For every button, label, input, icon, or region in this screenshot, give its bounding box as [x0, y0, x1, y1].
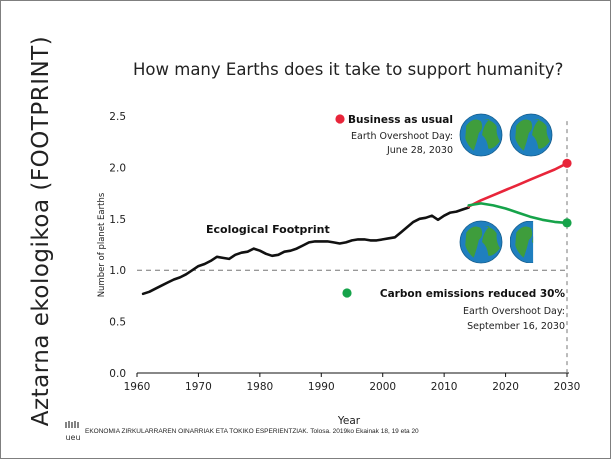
earth-icon: [510, 221, 534, 263]
ueu-logo: ueu: [65, 421, 81, 442]
earth-icon: [459, 113, 503, 157]
carbon-line: [467, 202, 569, 225]
footer-text: EKONOMIA ZIRKULARRAREN OINARRIAK ETA TOK…: [85, 428, 419, 435]
earth-land: [515, 226, 533, 258]
earth-land: [482, 119, 500, 149]
earth-land: [465, 119, 483, 151]
y-tick-label: 2.0: [109, 162, 126, 174]
x-tick-label: 2030: [554, 381, 581, 393]
series-lines: [141, 158, 572, 296]
y-tick-label: 0.5: [109, 317, 126, 329]
earth-icon: [509, 113, 553, 157]
earth-land: [515, 119, 533, 151]
carbon-title: Carbon emissions reduced 30%: [380, 288, 566, 300]
chart-title: How many Earths does it take to support …: [133, 60, 563, 79]
y-tick-label: 0.0: [109, 368, 126, 380]
x-tick-label: 2020: [492, 381, 519, 393]
footprint-line: [141, 206, 471, 296]
x-tick-label: 1970: [185, 381, 212, 393]
business-endpoint: [562, 158, 572, 168]
business-dot-icon: [335, 114, 345, 124]
y-tick-label: 1.0: [109, 265, 126, 277]
earth-icon: [459, 220, 503, 264]
carbon-line1: Earth Overshoot Day:: [463, 306, 565, 317]
ylabel: Number of planet Earths: [97, 192, 107, 297]
y-tick-label: 2.5: [109, 111, 126, 123]
carbon-line2: September 16, 2030: [467, 321, 565, 332]
carbon-dot-icon: [342, 288, 352, 298]
axes: 1960 1970 1980 1990 2000 2010 2020 2030 0.0 0.5 1.…: [109, 111, 580, 393]
bau-title: Business as usual: [348, 114, 453, 126]
x-tick-label: 1960: [124, 381, 151, 393]
earth-land: [465, 226, 483, 258]
bau-line2: June 28, 2030: [386, 145, 453, 156]
xlabel: Year: [337, 415, 361, 427]
earth-icons: [459, 113, 553, 264]
earth-outline: [459, 220, 503, 264]
earth-land: [532, 226, 534, 243]
earth-outline: [509, 113, 553, 157]
y-tick-label: 1.5: [109, 214, 126, 226]
logo-text: ueu: [65, 433, 80, 442]
footprint-label: Ecological Footprint: [206, 223, 330, 236]
earth-land: [482, 226, 500, 256]
business-line: [467, 162, 569, 208]
carbon-endpoint: [562, 218, 572, 228]
x-tick-label: 2010: [431, 381, 458, 393]
earth-outline: [459, 113, 503, 157]
x-tick-label: 2000: [369, 381, 396, 393]
x-tick-label: 1980: [246, 381, 273, 393]
earth-land: [532, 119, 550, 149]
x-tick-label: 1990: [308, 381, 335, 393]
bau-line1: Earth Overshoot Day:: [351, 131, 453, 142]
